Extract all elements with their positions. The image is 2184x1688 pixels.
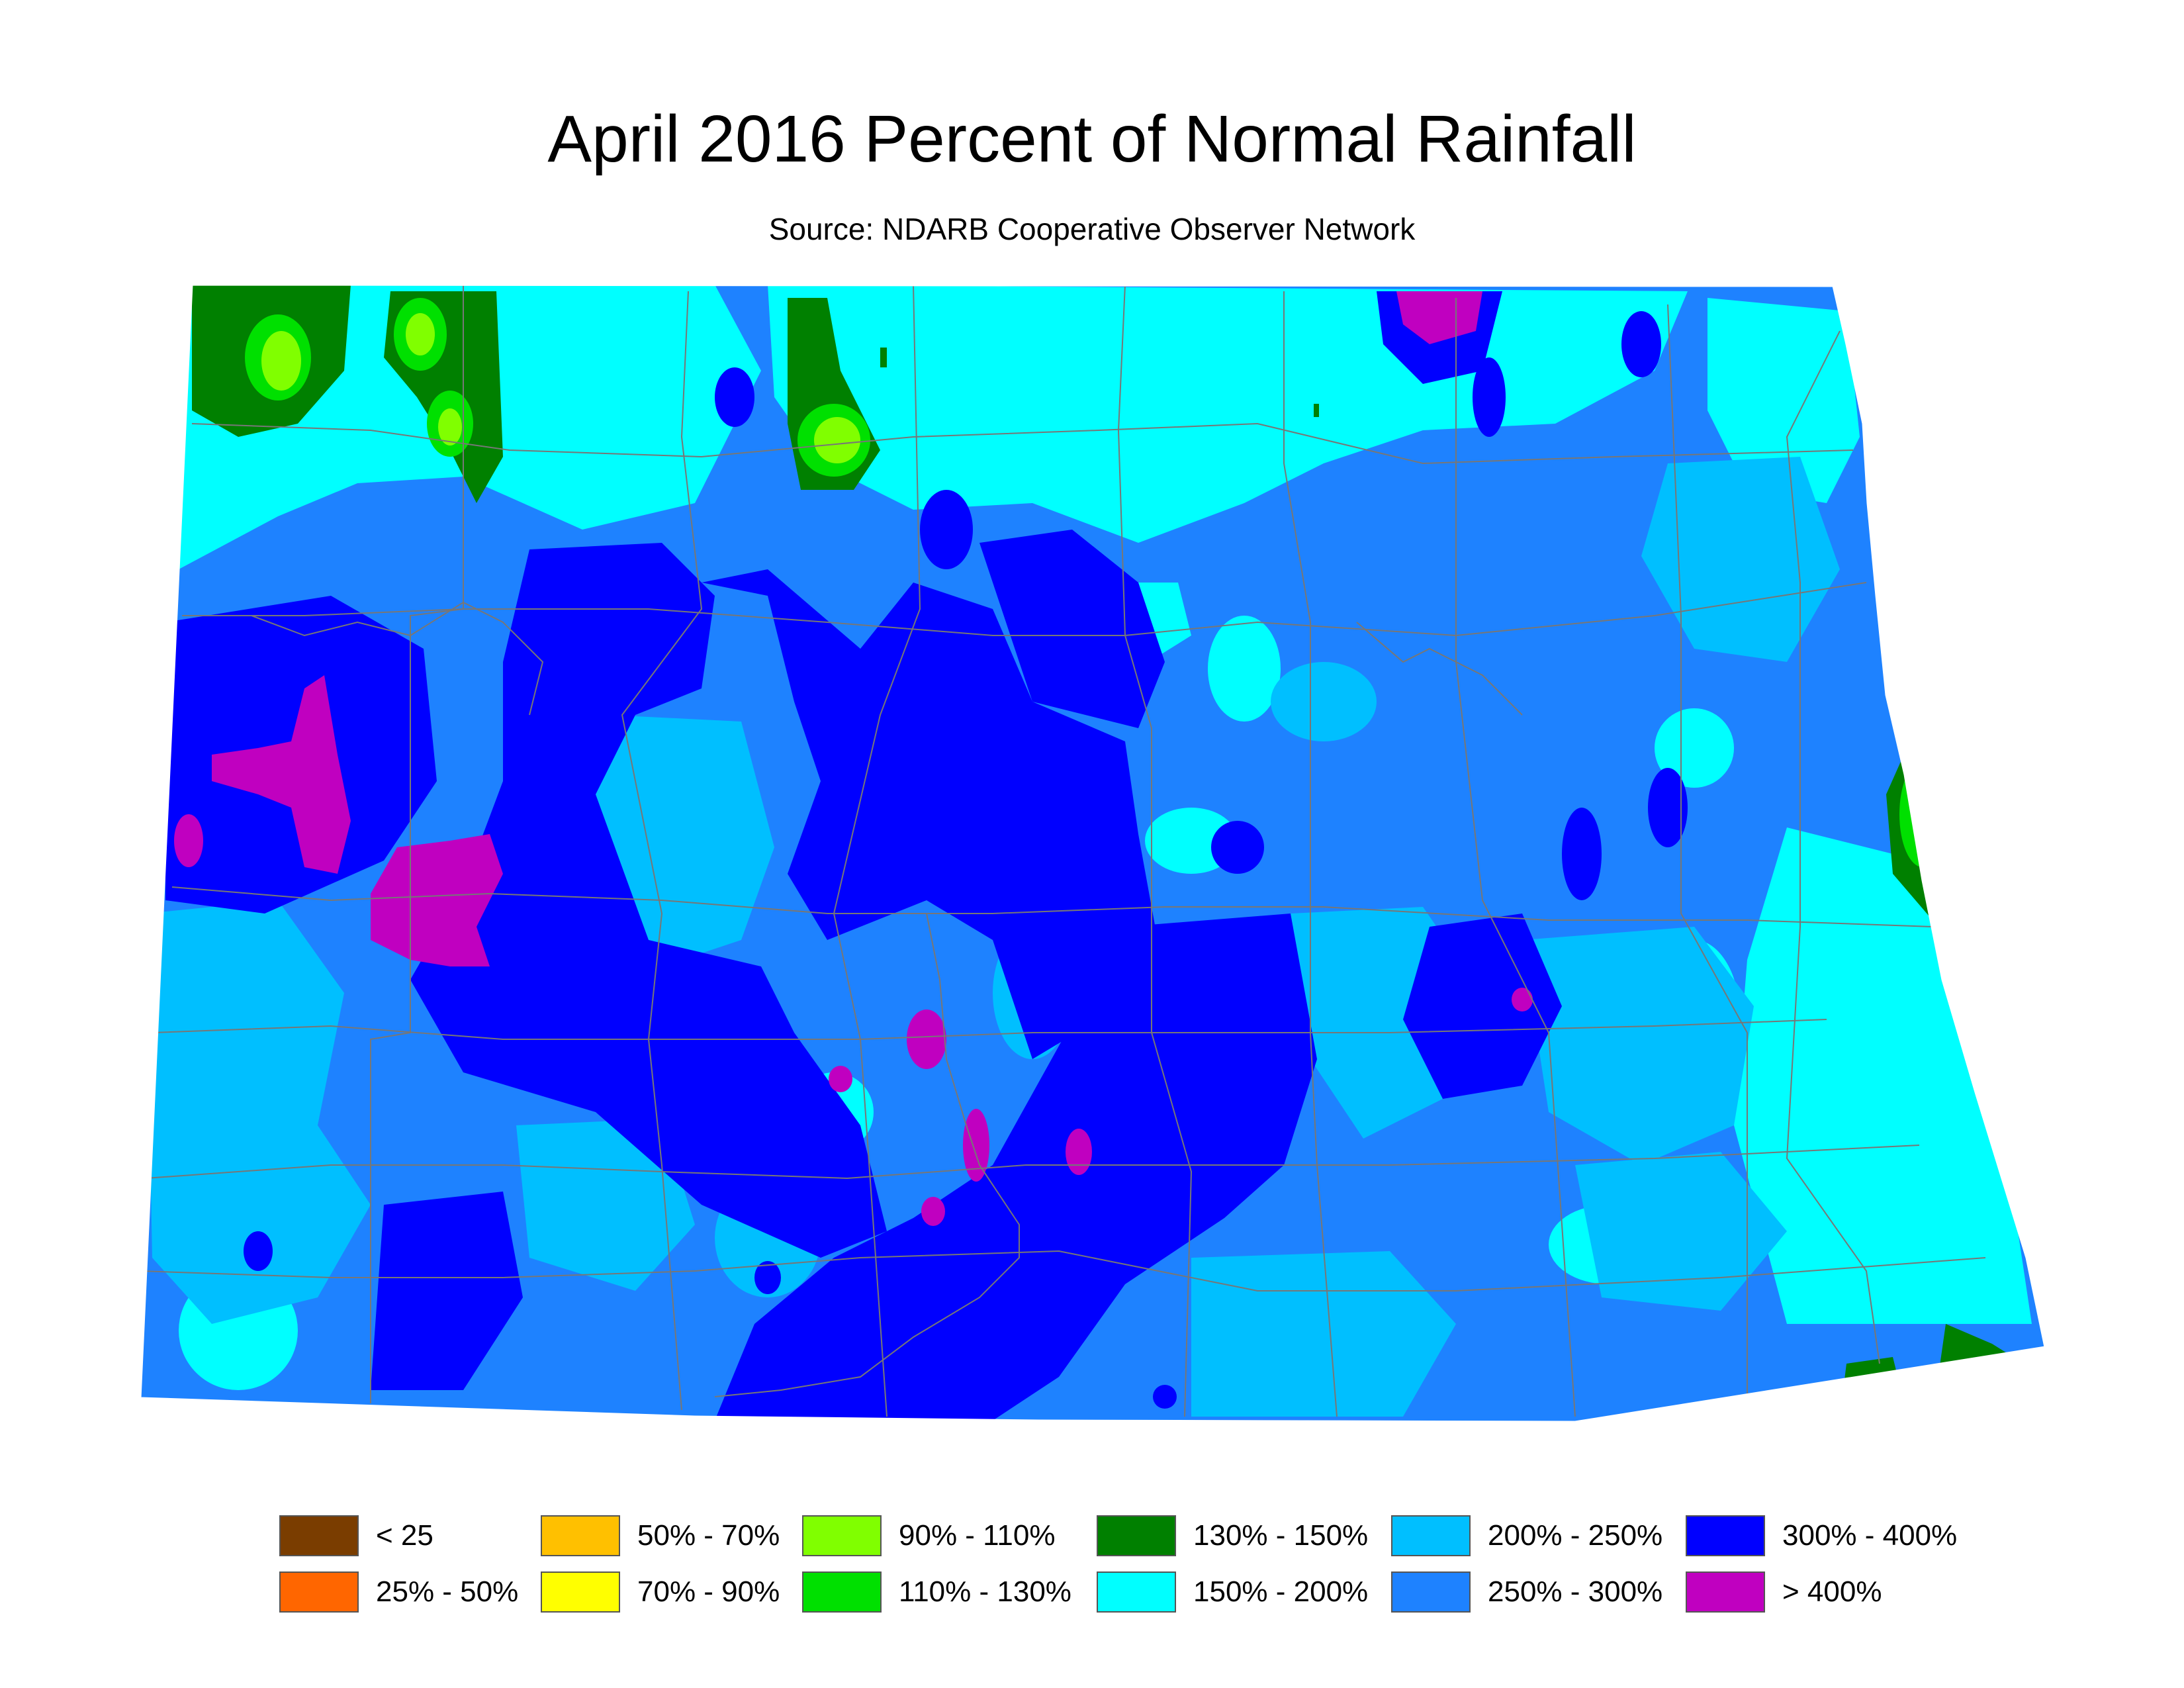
map-subtitle: Source: NDARB Cooperative Observer Netwo… [768,212,1416,246]
legend-label: 110% - 130% [899,1575,1071,1608]
county-boundaries [140,285,1986,1417]
legend-swatch [1391,1515,1471,1556]
legend-swatch [1097,1515,1176,1556]
legend-label: 70% - 90% [637,1575,780,1608]
legend-swatch [279,1571,359,1613]
legend-item-25-50: 25% - 50% [279,1571,518,1613]
legend-label: < 25 [376,1519,433,1552]
state-shape [140,285,2045,1422]
map-title: April 2016 Percent of Normal Rainfall [547,102,1637,176]
legend-item-200-250: 200% - 250% [1391,1515,1662,1557]
legend-swatch [1686,1571,1765,1613]
legend-label: 250% - 300% [1488,1575,1663,1608]
legend-label: 50% - 70% [637,1519,780,1552]
legend-item-90-110: 90% - 110% [802,1515,1055,1557]
legend-label: > 400% [1782,1575,1882,1608]
legend-swatch [802,1571,882,1613]
legend-item-50-70: 50% - 70% [541,1515,780,1557]
legend-swatch [1391,1571,1471,1613]
legend-swatch [541,1515,620,1556]
legend-item-300-400: 300% - 400% [1686,1515,1957,1557]
legend-item-70-90: 70% - 90% [541,1571,780,1613]
legend-label: 300% - 400% [1782,1519,1958,1552]
legend-swatch [1686,1515,1765,1556]
legend-label: 200% - 250% [1488,1519,1663,1552]
legend-swatch [1097,1571,1176,1613]
state-outline [139,283,2046,1423]
legend-swatch [802,1515,882,1556]
legend-item-150-200: 150% - 200% [1097,1571,1368,1613]
legend-item-130-150: 130% - 150% [1097,1515,1368,1557]
zones-300-400 [165,291,1688,1421]
legend-item-110-130: 110% - 130% [802,1571,1071,1613]
legend: < 25 25% - 50% 50% - 70% 70% - 90% 90% -… [0,1503,2184,1615]
legend-item-lt25: < 25 [279,1515,433,1557]
zones-70-90 [1926,794,1939,834]
legend-swatch [541,1571,620,1613]
legend-item-gt400: > 400% [1686,1571,1882,1613]
rainfall-map [139,283,2046,1423]
legend-label: 130% - 150% [1193,1519,1369,1552]
legend-label: 25% - 50% [376,1575,519,1608]
legend-item-250-300: 250% - 300% [1391,1571,1662,1613]
legend-swatch [279,1515,359,1556]
legend-label: 90% - 110% [899,1519,1056,1552]
legend-label: 150% - 200% [1193,1575,1369,1608]
zones-gt400 [174,291,1533,1226]
